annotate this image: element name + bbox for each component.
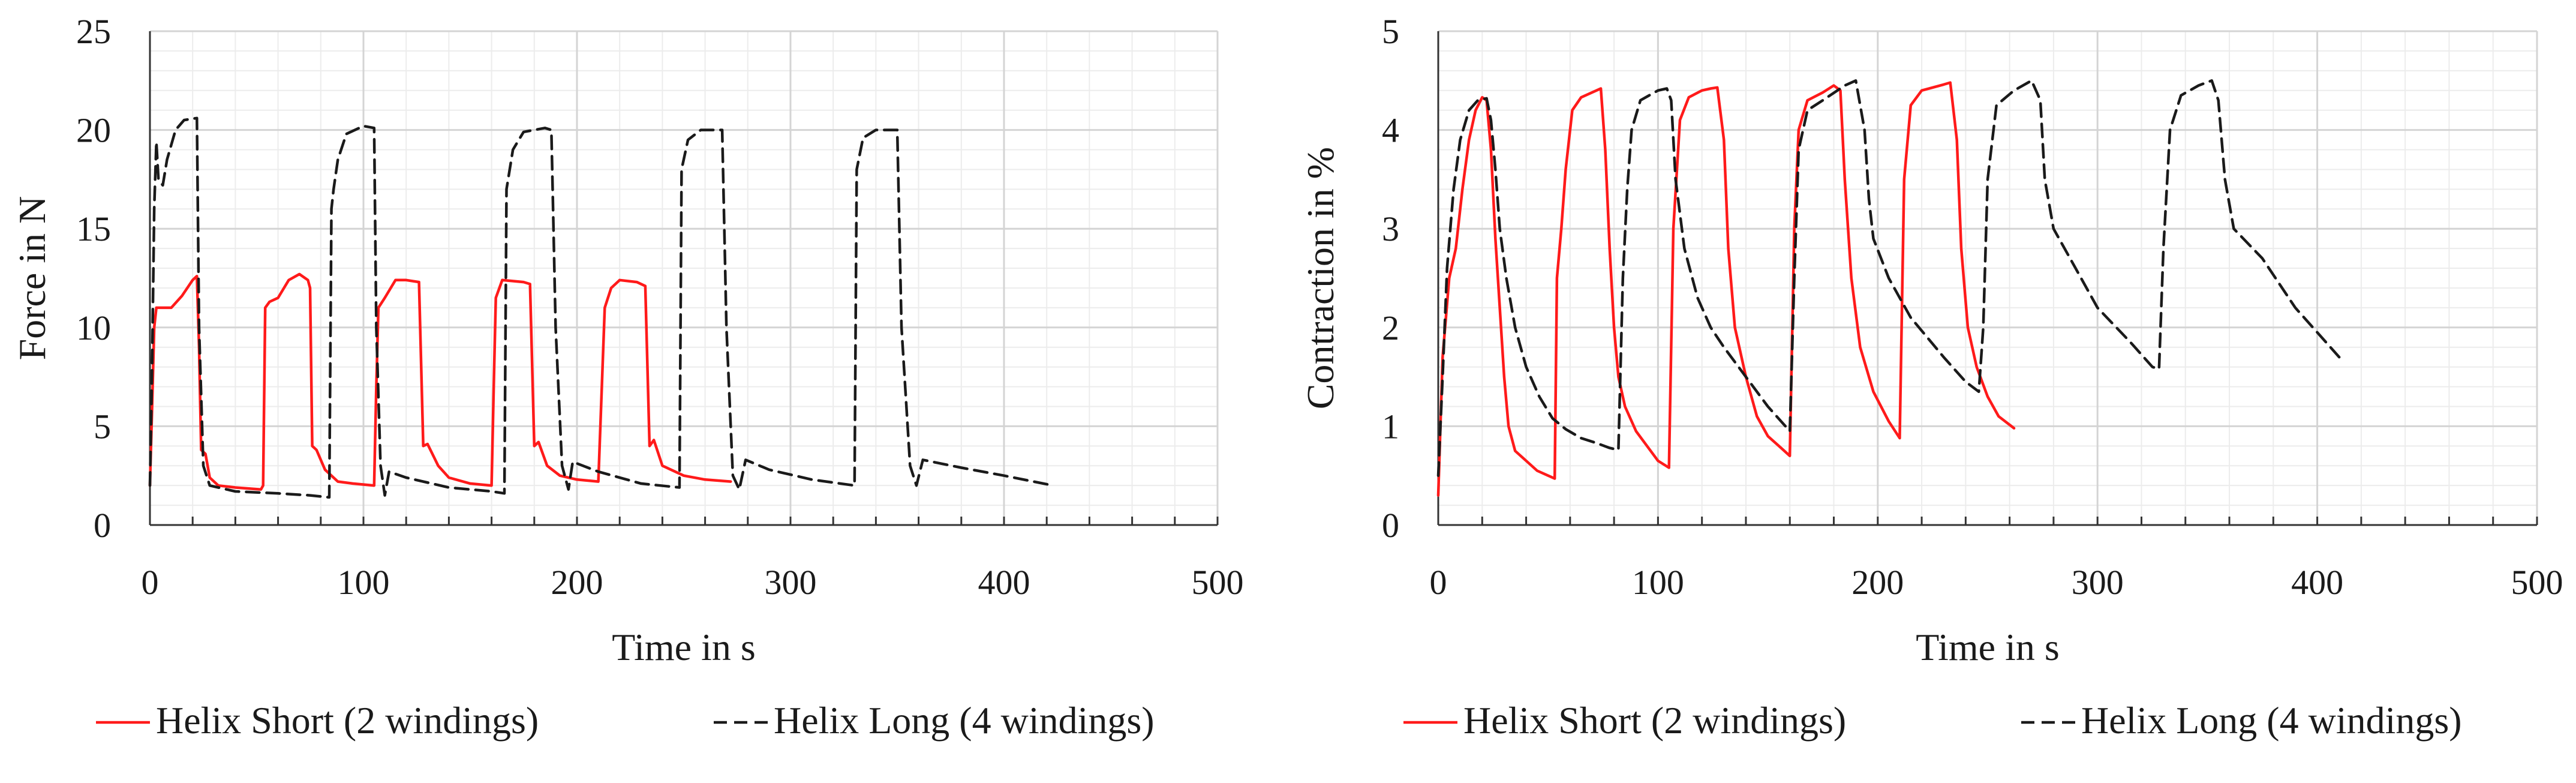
x-tick-label: 300 [765,563,817,602]
y-tick-label: 2 [1382,308,1399,347]
x-tick-label: 400 [978,563,1030,602]
y-tick-label: 25 [76,12,111,51]
x-tick-label: 300 [2072,563,2124,602]
legend-label-helix-long: Helix Long (4 windings) [774,699,1155,742]
y-tick-label: 0 [1382,506,1399,545]
y-axis-label: Force in N [11,196,53,361]
x-tick-label: 100 [338,563,390,602]
force-chart: 0 100 200 300 400 500 0 5 10 15 20 25 Time in s Force… [11,12,1244,742]
y-axis-label: Contraction in % [1299,147,1342,409]
x-axis-label: Time in s [1916,626,2060,668]
x-tick-label: 100 [1632,563,1684,602]
legend-label-helix-short: Helix Short (2 windings) [156,699,539,742]
y-tick-label: 10 [76,308,111,347]
legend-label-helix-short: Helix Short (2 windings) [1463,699,1846,742]
x-tick-label: 0 [1430,563,1447,602]
x-tick-label: 500 [2511,563,2563,602]
series-line-helix-short [1436,81,2016,497]
series-line-helix-long [1436,79,2341,477]
x-tick-label: 200 [1851,563,1904,602]
x-tick-label: 400 [2291,563,2343,602]
x-tick-label: 200 [551,563,603,602]
x-tick-label: 0 [142,563,159,602]
y-tick-label: 4 [1382,111,1399,150]
y-tick-label: 20 [76,111,111,150]
contraction-chart: 0 100 200 300 400 500 0 1 2 3 4 5 Time in s Contracti… [1299,12,2563,742]
y-tick-label: 1 [1382,407,1399,446]
series-line-helix-short [148,272,732,491]
y-tick-label: 0 [94,506,111,545]
y-tick-label: 5 [1382,12,1399,51]
y-tick-label: 5 [94,407,111,446]
y-tick-label: 15 [76,209,111,248]
y-tick-label: 3 [1382,209,1399,248]
series-line-helix-long [148,116,1055,499]
x-tick-label: 500 [1192,563,1244,602]
legend-label-helix-long: Helix Long (4 windings) [2081,699,2462,742]
x-axis-label: Time in s [612,626,756,668]
